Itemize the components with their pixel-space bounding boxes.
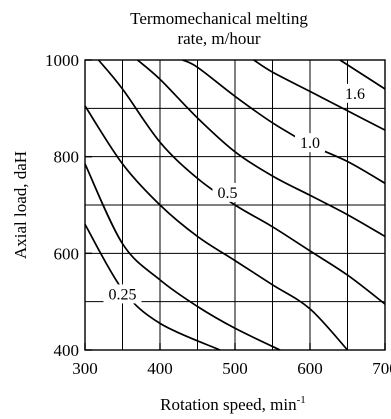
x-tick-label: 500 bbox=[222, 359, 248, 378]
contour-label-background bbox=[340, 83, 370, 103]
contour-label: 1.0 bbox=[300, 135, 320, 152]
contour-line bbox=[182, 59, 386, 185]
chart-title-line-1: Termomechanical melting bbox=[130, 9, 308, 28]
contour-label-background bbox=[212, 182, 243, 202]
contour-label-background bbox=[103, 284, 142, 304]
contour-line bbox=[84, 105, 349, 351]
x-axis-label-text: Rotation speed, min bbox=[160, 395, 297, 414]
contour-line bbox=[253, 59, 386, 131]
contour-labels: 0.25 0.5 1.0 1.6 bbox=[103, 83, 370, 304]
chart-title-line-2: rate, m/hour bbox=[177, 29, 260, 48]
contour-line bbox=[97, 59, 386, 305]
contour-label: 0.25 bbox=[109, 286, 137, 303]
contour-label-background bbox=[295, 133, 325, 153]
y-tick-label: 1000 bbox=[45, 51, 79, 70]
contour-label: 0.5 bbox=[218, 185, 238, 202]
x-tick-label: 700 bbox=[372, 359, 391, 378]
y-tick-label: 400 bbox=[54, 341, 80, 360]
x-axis-label-superscript: -1 bbox=[297, 394, 306, 406]
contour-line bbox=[136, 59, 386, 238]
contour-line bbox=[84, 163, 281, 351]
x-tick-label: 600 bbox=[297, 359, 323, 378]
x-tick-label: 300 bbox=[72, 359, 98, 378]
contour-lines bbox=[84, 59, 386, 351]
y-axis-label: Axial load, daH bbox=[11, 151, 30, 259]
contour-label: 1.6 bbox=[345, 86, 365, 103]
x-tick-label: 400 bbox=[147, 359, 173, 378]
contour-line bbox=[84, 223, 221, 351]
x-axis-label: Rotation speed, min-1 bbox=[160, 394, 306, 414]
y-tick-label: 600 bbox=[54, 244, 80, 263]
axis-ticks: 3004005006007004006008001000 bbox=[45, 51, 391, 378]
contour-line bbox=[339, 59, 386, 90]
y-tick-label: 800 bbox=[54, 148, 80, 167]
